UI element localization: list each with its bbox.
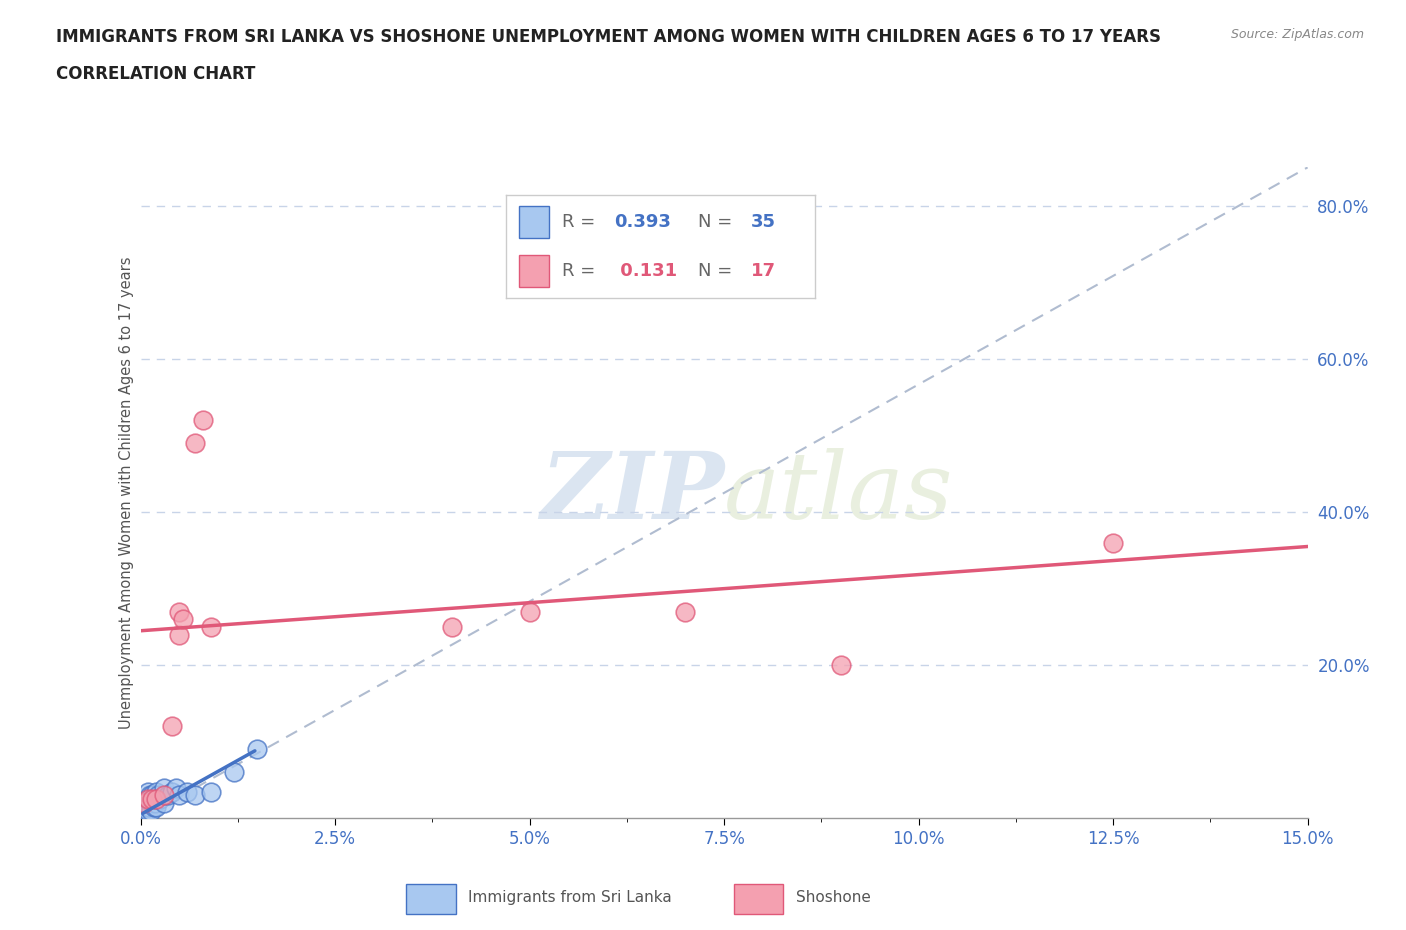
Y-axis label: Unemployment Among Women with Children Ages 6 to 17 years: Unemployment Among Women with Children A…: [120, 257, 134, 729]
Point: [169, 627, 191, 642]
Text: N =: N =: [697, 262, 738, 280]
Point: [184, 435, 207, 450]
Text: IMMIGRANTS FROM SRI LANKA VS SHOSHONE UNEMPLOYMENT AMONG WOMEN WITH CHILDREN AGE: IMMIGRANTS FROM SRI LANKA VS SHOSHONE UN…: [56, 28, 1161, 46]
FancyBboxPatch shape: [519, 255, 550, 287]
Point: [141, 791, 163, 806]
Text: 35: 35: [751, 213, 776, 231]
Text: R =: R =: [562, 262, 600, 280]
Point: [184, 788, 207, 803]
Point: [138, 800, 160, 815]
Point: [134, 804, 156, 818]
Point: [169, 788, 191, 803]
Point: [138, 791, 160, 806]
Text: 0.131: 0.131: [614, 262, 678, 280]
Text: Immigrants from Sri Lanka: Immigrants from Sri Lanka: [468, 890, 672, 905]
Point: [136, 796, 159, 811]
Point: [138, 784, 160, 799]
Text: R =: R =: [562, 213, 600, 231]
Point: [134, 796, 156, 811]
Point: [142, 791, 165, 806]
Point: [139, 796, 162, 811]
FancyBboxPatch shape: [734, 884, 783, 913]
Point: [160, 784, 183, 799]
Point: [138, 791, 160, 806]
Point: [200, 619, 222, 634]
Point: [673, 604, 696, 619]
Point: [145, 791, 167, 806]
Point: [141, 788, 163, 803]
Point: [146, 788, 169, 803]
Point: [145, 791, 167, 806]
Point: [153, 788, 176, 803]
Text: ZIP: ZIP: [540, 448, 724, 538]
Text: 0.393: 0.393: [614, 213, 671, 231]
Point: [141, 796, 163, 811]
Point: [135, 800, 157, 815]
Point: [149, 791, 172, 806]
Point: [165, 780, 187, 795]
Point: [153, 788, 176, 803]
Point: [222, 765, 245, 780]
Text: CORRELATION CHART: CORRELATION CHART: [56, 65, 256, 83]
Point: [138, 804, 160, 818]
Point: [139, 788, 162, 803]
Point: [156, 788, 179, 803]
Point: [172, 612, 194, 627]
FancyBboxPatch shape: [406, 884, 456, 913]
Point: [160, 719, 183, 734]
Point: [142, 800, 165, 815]
Text: Source: ZipAtlas.com: Source: ZipAtlas.com: [1230, 28, 1364, 41]
Point: [169, 604, 191, 619]
Point: [139, 804, 162, 818]
Text: N =: N =: [697, 213, 738, 231]
Point: [440, 619, 463, 634]
Point: [153, 796, 176, 811]
FancyBboxPatch shape: [519, 206, 550, 238]
Point: [191, 413, 214, 428]
Point: [830, 658, 852, 672]
Point: [135, 791, 157, 806]
Point: [1102, 536, 1125, 551]
Text: atlas: atlas: [724, 448, 953, 538]
Point: [200, 784, 222, 799]
Point: [145, 784, 167, 799]
Text: 17: 17: [751, 262, 776, 280]
Text: Shoshone: Shoshone: [796, 890, 870, 905]
Point: [519, 604, 541, 619]
Point: [176, 784, 198, 799]
Point: [246, 742, 269, 757]
Point: [143, 796, 166, 811]
Point: [145, 800, 167, 815]
Point: [134, 796, 156, 811]
Point: [135, 804, 157, 818]
Point: [153, 780, 176, 795]
